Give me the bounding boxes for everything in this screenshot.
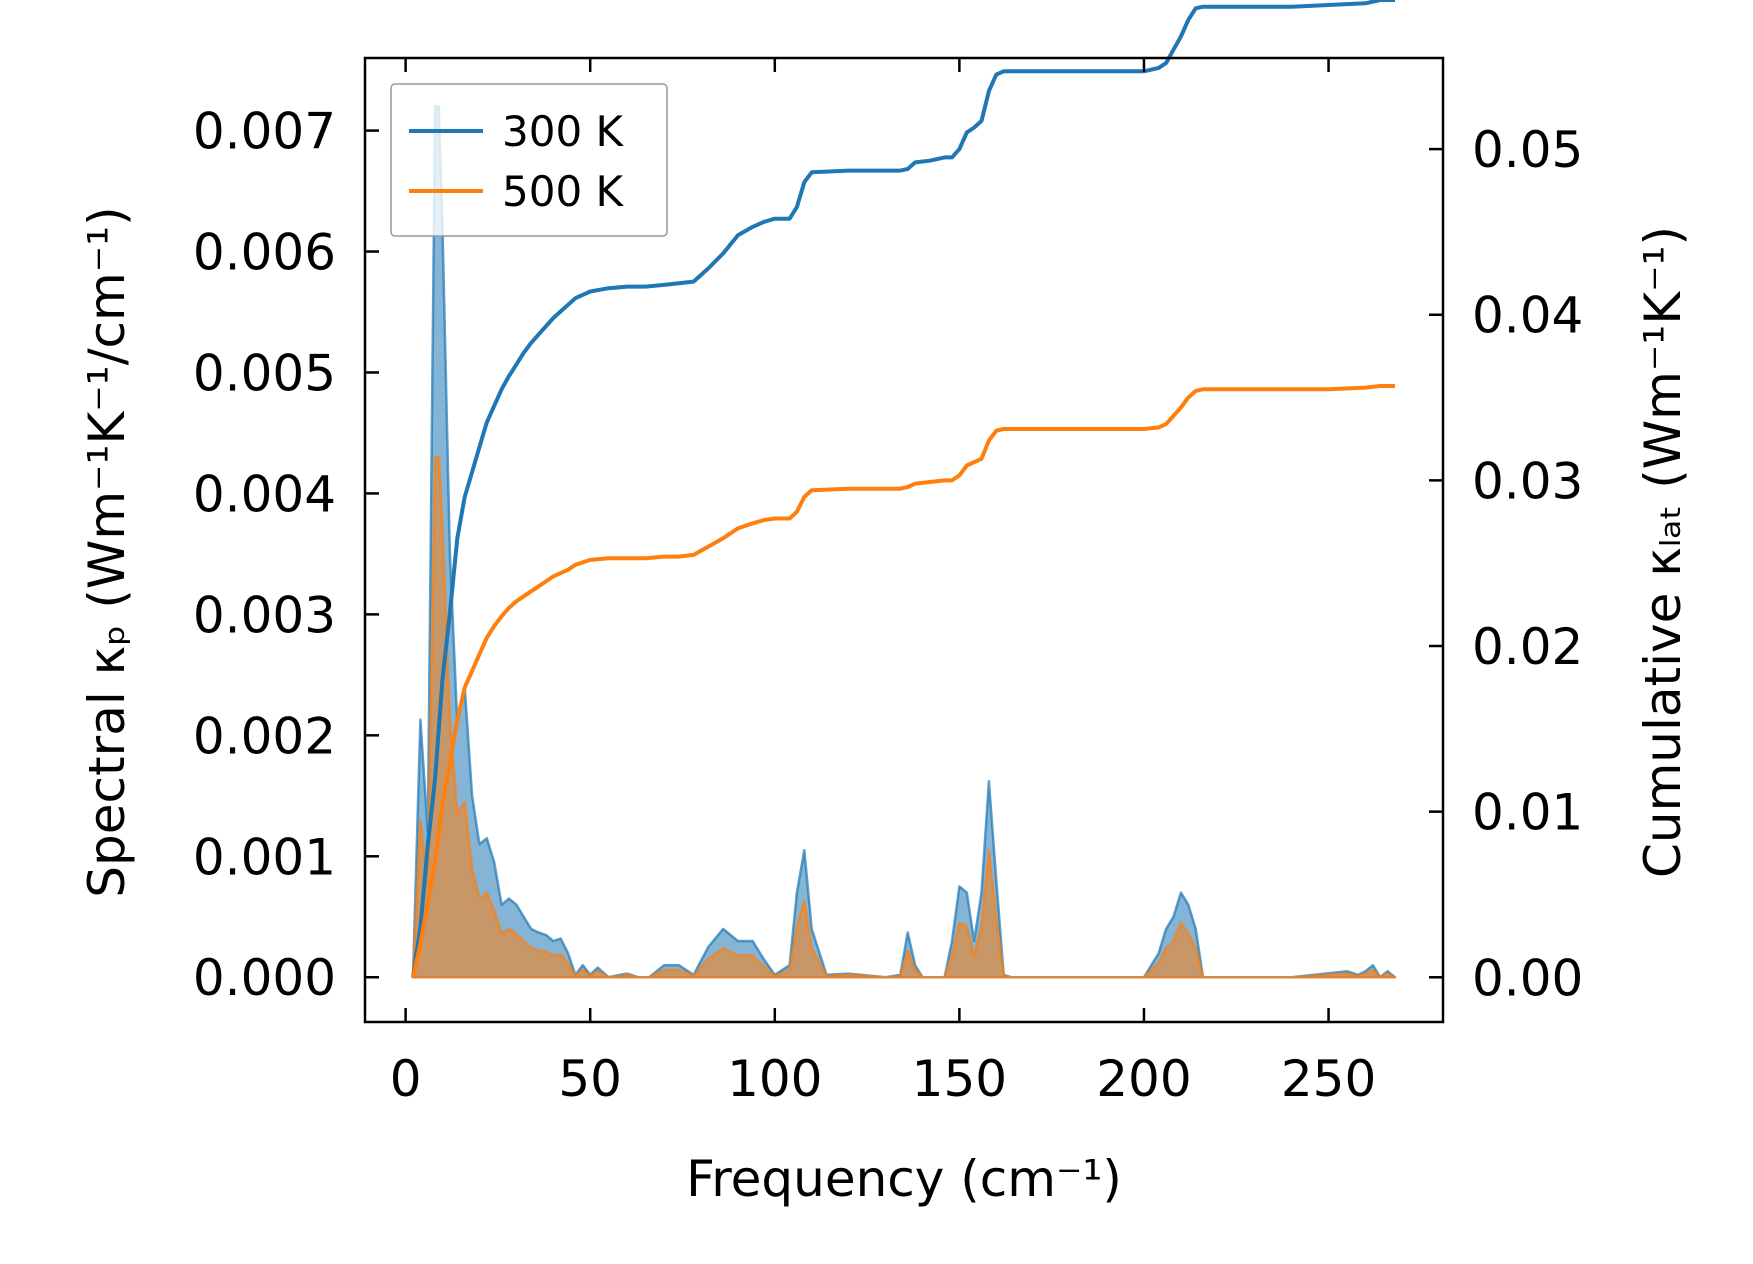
y-axis-right: 0.00 0.01 0.02 0.03 0.04 0.05 <box>1429 121 1583 1007</box>
spectral-fill-500K <box>411 455 1397 979</box>
x-tick-label: 200 <box>1096 1050 1191 1108</box>
y-left-tick-label: 0.004 <box>193 465 336 523</box>
x-tick-label: 100 <box>727 1050 822 1108</box>
x-axis: 0 50 100 150 200 250 <box>390 58 1376 1108</box>
legend: 300 K 500 K <box>390 83 668 237</box>
y-left-tick-label: 0.001 <box>193 828 336 886</box>
y-right-tick-label: 0.01 <box>1472 784 1583 842</box>
x-tick-label: 150 <box>912 1050 1007 1108</box>
spectral-fills <box>411 105 1397 979</box>
y-left-tick-label: 0.007 <box>193 103 336 161</box>
y-axis-right-title: Cumulative κₗₐₜ (Wm⁻¹K⁻¹) <box>1634 226 1692 878</box>
y-right-tick-label: 0.05 <box>1472 121 1583 179</box>
legend-label-300K: 300 K <box>502 107 625 156</box>
y-right-tick-label: 0.00 <box>1472 949 1583 1007</box>
y-left-tick-label: 0.003 <box>193 586 336 644</box>
cumulative-line-500K <box>411 384 1395 978</box>
y-axis-left-title: Spectral κₚ (Wm⁻¹K⁻¹/cm⁻¹) <box>78 206 136 897</box>
y-right-tick-label: 0.02 <box>1472 618 1583 676</box>
y-left-tick-label: 0.000 <box>193 949 336 1007</box>
cumulative-line-300K <box>411 0 1395 978</box>
y-left-tick-label: 0.005 <box>193 344 336 402</box>
legend-box <box>390 83 668 237</box>
x-axis-title: Frequency (cm⁻¹) <box>686 1150 1122 1208</box>
x-tick-label: 0 <box>390 1050 422 1108</box>
y-left-tick-label: 0.006 <box>193 224 336 282</box>
x-tick-label: 50 <box>558 1050 622 1108</box>
y-right-tick-label: 0.04 <box>1472 287 1583 345</box>
x-tick-label: 250 <box>1281 1050 1376 1108</box>
spectral-fill-300K <box>411 105 1397 979</box>
y-right-tick-label: 0.03 <box>1472 452 1583 510</box>
plot-frame <box>363 56 1445 1024</box>
y-left-tick-label: 0.002 <box>193 707 336 765</box>
legend-label-500K: 500 K <box>502 167 625 216</box>
cumulative-lines <box>411 0 1395 978</box>
y-axis-left: 0.000 0.001 0.002 0.003 0.004 0.005 0.006 0.007 <box>193 103 379 1007</box>
